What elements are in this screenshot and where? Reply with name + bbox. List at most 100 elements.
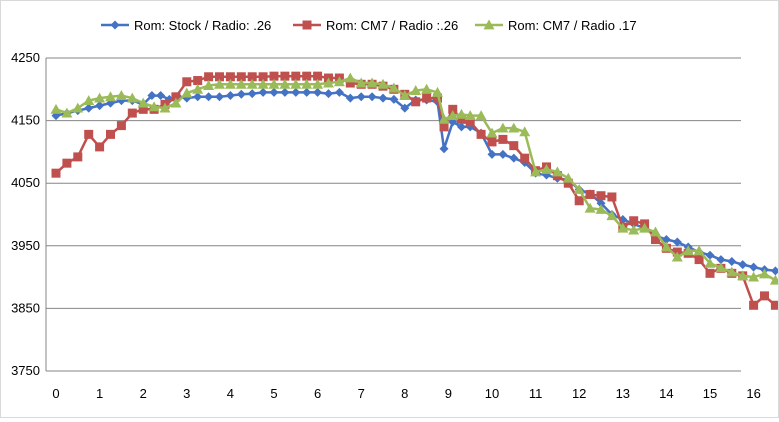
- data-point: [302, 87, 312, 97]
- data-point: [508, 122, 520, 133]
- y-tick-label: 3950: [11, 238, 40, 253]
- series-line: [55, 91, 779, 273]
- series-1: [51, 87, 779, 276]
- data-point: [389, 94, 399, 104]
- data-point: [738, 260, 748, 270]
- x-tick-label: 14: [659, 386, 673, 401]
- data-point: [487, 137, 497, 147]
- data-point: [138, 104, 148, 114]
- x-tick-label: 0: [52, 386, 59, 401]
- data-point: [291, 71, 301, 81]
- data-point: [639, 222, 651, 233]
- data-point: [215, 72, 224, 82]
- data-point: [72, 102, 84, 113]
- data-point: [84, 103, 94, 113]
- y-tick-label: 3750: [11, 363, 40, 378]
- data-point: [551, 166, 563, 177]
- y-tick-label: 4150: [11, 113, 40, 128]
- data-point: [148, 101, 160, 112]
- x-tick-label: 9: [445, 386, 452, 401]
- data-point: [95, 101, 105, 111]
- data-point: [356, 92, 366, 102]
- data-point: [607, 192, 617, 202]
- data-point: [280, 71, 290, 81]
- data-point: [204, 72, 214, 82]
- data-point: [94, 92, 106, 103]
- data-point: [694, 255, 704, 265]
- data-point: [170, 97, 182, 108]
- data-point: [770, 266, 779, 276]
- legend-label: Rom: CM7 / Radio :.26: [326, 18, 458, 33]
- data-point: [672, 237, 682, 247]
- series-2: [51, 71, 779, 311]
- x-tick-label: 6: [314, 386, 321, 401]
- data-point: [465, 117, 475, 127]
- data-point: [447, 110, 459, 120]
- data-point: [366, 77, 378, 88]
- legend-item: Rom: CM7 / Radio .17: [475, 18, 637, 33]
- data-point: [748, 271, 760, 282]
- data-point: [520, 153, 530, 163]
- data-point: [137, 97, 149, 108]
- data-point: [236, 89, 246, 99]
- data-point: [399, 90, 411, 100]
- y-tick-label: 4250: [11, 50, 40, 65]
- data-point: [650, 226, 661, 237]
- data-point: [269, 87, 279, 97]
- data-point: [483, 19, 495, 30]
- data-point: [268, 78, 280, 89]
- y-tick-label: 3850: [11, 300, 40, 315]
- data-point: [301, 78, 313, 89]
- data-point: [62, 158, 72, 168]
- data-point: [302, 71, 312, 81]
- data-point: [705, 268, 715, 278]
- data-point: [378, 93, 388, 103]
- data-point: [203, 80, 215, 90]
- x-tick-label: 11: [529, 386, 543, 401]
- legend-item: Rom: Stock / Radio: .26: [101, 18, 271, 33]
- data-point: [541, 163, 552, 174]
- data-point: [487, 149, 497, 159]
- data-point: [563, 178, 573, 188]
- data-point: [235, 78, 247, 89]
- data-point: [737, 270, 749, 281]
- data-point: [455, 108, 467, 119]
- data-point: [214, 78, 225, 89]
- data-point: [171, 92, 181, 102]
- data-point: [456, 122, 466, 132]
- data-point: [693, 245, 705, 256]
- data-point: [410, 85, 422, 95]
- data-point: [439, 144, 449, 154]
- data-point: [290, 78, 302, 89]
- data-point: [126, 92, 138, 103]
- data-point: [51, 168, 61, 178]
- data-point: [147, 91, 157, 101]
- data-point: [421, 83, 433, 94]
- data-point: [411, 97, 421, 107]
- data-point: [193, 76, 203, 86]
- data-point: [246, 78, 258, 89]
- data-point: [192, 83, 204, 94]
- data-point: [651, 235, 660, 245]
- data-point: [432, 86, 443, 97]
- data-point: [433, 93, 442, 103]
- data-point: [509, 141, 519, 151]
- data-point: [716, 255, 726, 265]
- data-point: [388, 82, 400, 93]
- data-point: [377, 78, 389, 89]
- data-point: [313, 71, 323, 81]
- data-point: [584, 202, 596, 213]
- data-point: [574, 196, 584, 206]
- data-point: [498, 149, 508, 159]
- data-point: [280, 87, 290, 97]
- legend-item: Rom: CM7 / Radio :.26: [293, 18, 458, 33]
- x-tick-label: 15: [703, 386, 717, 401]
- x-tick-label: 10: [485, 386, 499, 401]
- data-point: [509, 153, 519, 163]
- data-point: [448, 104, 458, 114]
- data-point: [291, 87, 301, 97]
- data-point: [247, 89, 257, 99]
- data-point: [562, 172, 574, 183]
- data-point: [595, 203, 607, 214]
